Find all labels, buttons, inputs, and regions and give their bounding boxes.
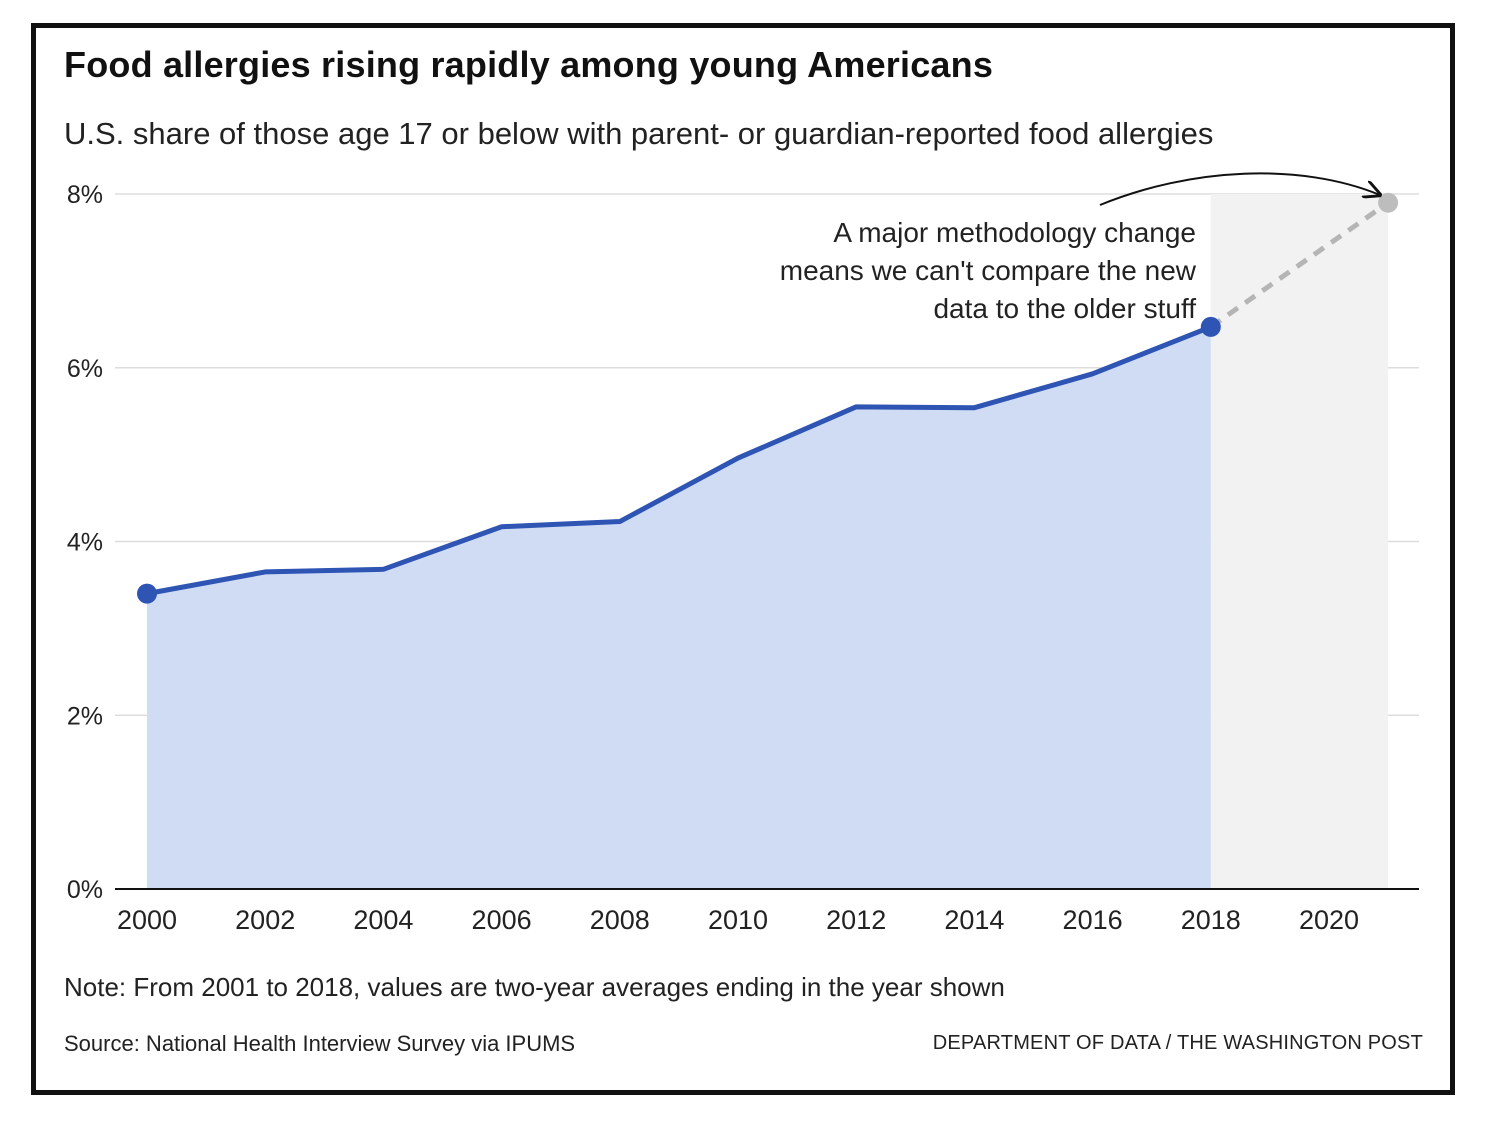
chart-subtitle: U.S. share of those age 17 or below with…: [64, 116, 1214, 151]
y-tick-label: 4%: [67, 529, 103, 557]
x-tick-label: 2010: [708, 905, 768, 935]
x-tick-label: 2014: [944, 905, 1004, 935]
x-tick-label: 2018: [1181, 905, 1241, 935]
last-data-point: [1200, 316, 1221, 337]
new-data-point: [1378, 192, 1399, 213]
x-tick-label: 2008: [590, 905, 650, 935]
chart-credit: DEPARTMENT OF DATA / THE WASHINGTON POST: [932, 1032, 1423, 1054]
annotation-arrow: [1099, 172, 1380, 206]
y-tick-label: 2%: [67, 702, 103, 730]
x-tick-label: 2000: [117, 905, 177, 935]
x-tick-label: 2020: [1299, 905, 1359, 935]
new-methodology-region: [1210, 194, 1389, 889]
dashed-connector: [1209, 200, 1390, 329]
area-fill: [147, 326, 1211, 889]
first-data-point: [137, 583, 157, 604]
chart-note: Note: From 2001 to 2018, values are two-…: [64, 972, 1005, 1002]
series-line: [144, 324, 1214, 597]
chart-source: Source: National Health Interview Survey…: [64, 1031, 576, 1056]
y-tick-label: 6%: [67, 355, 103, 383]
x-tick-label: 2012: [826, 905, 886, 935]
x-tick-label: 2004: [353, 905, 413, 935]
methodology-annotation: A major methodology change means we can'…: [779, 217, 1196, 324]
x-tick-label: 2016: [1063, 905, 1123, 935]
x-tick-label: 2002: [235, 905, 295, 935]
y-tick-label: 0%: [67, 876, 103, 904]
x-tick-label: 2006: [472, 905, 532, 935]
y-tick-label: 8%: [67, 181, 103, 209]
chart-title: Food allergies rising rapidly among youn…: [64, 44, 994, 85]
